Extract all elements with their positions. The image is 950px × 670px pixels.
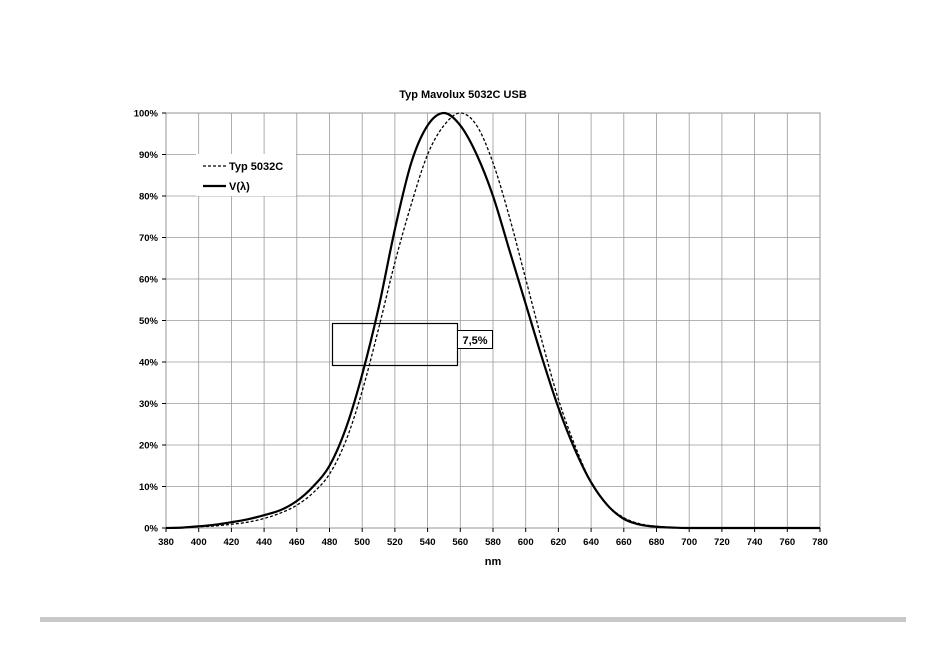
y-tick-label: 90% bbox=[139, 150, 159, 161]
y-tick-label: 100% bbox=[134, 109, 159, 120]
series-line-2 bbox=[165, 111, 820, 530]
legend-label-series-2: V(λ) bbox=[229, 181, 250, 193]
x-tick-label: 740 bbox=[747, 537, 763, 548]
x-tick-label: 380 bbox=[158, 537, 174, 548]
x-tick-label: 420 bbox=[223, 537, 239, 548]
x-tick-label: 680 bbox=[649, 537, 665, 548]
series-layer bbox=[165, 111, 820, 530]
x-tick-label: 700 bbox=[681, 537, 697, 548]
annotation-label-box bbox=[457, 330, 493, 349]
chart-title: Typ Mavolux 5032C USB bbox=[399, 89, 527, 101]
x-tick-label: 400 bbox=[191, 537, 207, 548]
x-tick-label: 720 bbox=[714, 537, 730, 548]
annotation-label: 7,5% bbox=[462, 335, 487, 347]
y-tick-label: 60% bbox=[139, 275, 159, 286]
y-tick-label: 0% bbox=[144, 524, 158, 535]
legend: Typ 5032C V(λ) bbox=[196, 154, 296, 196]
y-tick-label: 40% bbox=[139, 358, 159, 369]
x-tick-label: 660 bbox=[616, 537, 632, 548]
x-tick-label: 540 bbox=[420, 537, 436, 548]
x-tick-label: 560 bbox=[452, 537, 468, 548]
y-tick-label: 50% bbox=[139, 316, 159, 327]
x-tick-label: 760 bbox=[779, 537, 795, 548]
x-tick-label: 480 bbox=[322, 537, 338, 548]
x-axis-ticks: 380 400 420 440 460 480 500 520 540 560 580 600 620 6… bbox=[158, 528, 828, 548]
y-tick-label: 30% bbox=[139, 399, 159, 410]
y-tick-label: 80% bbox=[139, 192, 159, 203]
x-tick-label: 500 bbox=[354, 537, 370, 548]
x-axis-label: nm bbox=[485, 556, 502, 568]
annotation-box: 7,5% bbox=[331, 322, 493, 367]
y-tick-label: 10% bbox=[139, 482, 159, 493]
x-tick-label: 600 bbox=[518, 537, 534, 548]
x-tick-label: 620 bbox=[550, 537, 566, 548]
y-tick-label: 20% bbox=[139, 441, 159, 452]
x-tick-label: 520 bbox=[387, 537, 403, 548]
x-tick-label: 580 bbox=[485, 537, 501, 548]
x-tick-label: 640 bbox=[583, 537, 599, 548]
y-axis-ticks: 0% 10% 20% 30% 40% 50% 60% 70% 80% 90% 100% bbox=[134, 109, 166, 535]
x-tick-label: 440 bbox=[256, 537, 272, 548]
x-tick-label: 780 bbox=[812, 537, 828, 548]
y-tick-label: 70% bbox=[139, 233, 159, 244]
legend-label-series-1: Typ 5032C bbox=[229, 161, 283, 173]
footer-divider bbox=[40, 617, 906, 622]
x-tick-label: 460 bbox=[289, 537, 305, 548]
